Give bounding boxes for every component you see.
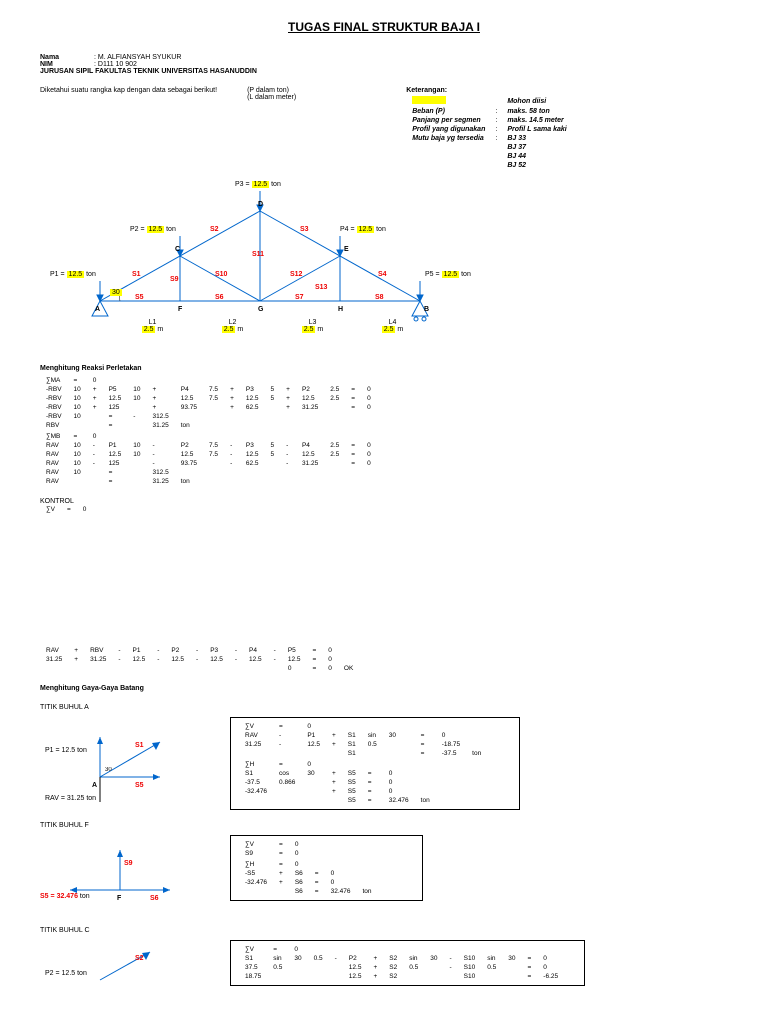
svg-text:S7: S7 bbox=[295, 294, 304, 301]
svg-text:S9: S9 bbox=[124, 860, 133, 867]
truss-diagram: A B C D E F G H S1 S2 S3 S4 S5 S6 S7 S8 … bbox=[40, 171, 480, 351]
svg-text:S10: S10 bbox=[215, 271, 228, 278]
svg-text:H: H bbox=[338, 306, 343, 313]
section-reaksi: Menghitung Reaksi Perletakan ∑MA=0-RBV10… bbox=[40, 365, 728, 486]
svg-text:A: A bbox=[92, 782, 97, 789]
svg-text:S5: S5 bbox=[135, 294, 144, 301]
svg-text:S2: S2 bbox=[210, 226, 219, 233]
unit-l: (L dalam meter) bbox=[247, 94, 296, 101]
ket-title: Keterangan: bbox=[406, 87, 572, 94]
section-gaya: Menghitung Gaya-Gaya Batang bbox=[40, 685, 728, 692]
kontrol-section: KONTROL ∑V=0 bbox=[40, 498, 728, 514]
student-info: Nama : M. ALFIANSYAH SYUKUR NIM : D111 10 … bbox=[40, 54, 728, 75]
sec1-title: Menghitung Reaksi Perletakan bbox=[40, 365, 728, 372]
svg-text:D: D bbox=[258, 201, 263, 208]
buhul-c-diagram: S2 P2 = 12.5 ton bbox=[40, 940, 200, 990]
reaksi-table: ∑MA=0-RBV10+P510+P47.5+P35+P22.5=0-RBV10… bbox=[40, 376, 413, 486]
svg-text:S12: S12 bbox=[290, 271, 303, 278]
buhul-f-title: TITIK BUHUL F bbox=[40, 822, 728, 829]
top-section: Diketahui suatu rangka kap dengan data s… bbox=[40, 87, 728, 171]
buhul-c-title: TITIK BUHUL C bbox=[40, 927, 728, 934]
svg-text:E: E bbox=[344, 246, 349, 253]
nama-label: Nama bbox=[40, 54, 90, 61]
svg-text:S8: S8 bbox=[375, 294, 384, 301]
svg-text:A: A bbox=[95, 306, 100, 313]
keterangan-box: Keterangan: Mohon diisiBeban (P):maks. 5… bbox=[406, 87, 572, 171]
svg-text:S2: S2 bbox=[135, 955, 144, 962]
nim-label: NIM bbox=[40, 61, 90, 68]
svg-text:S9: S9 bbox=[170, 276, 179, 283]
unit-p: (P dalam ton) bbox=[247, 87, 296, 94]
kontrol2-table: RAV+RBV-P1-P2-P3-P4-P5=031.25+31.25-12.5… bbox=[40, 646, 359, 673]
svg-text:S4: S4 bbox=[378, 271, 387, 278]
buhul-a-diagram: S1 S5 A P1 = 12.5 ton RAV = 31.25 ton 30 bbox=[40, 717, 200, 807]
kontrol-table: ∑V=0 bbox=[40, 505, 92, 514]
svg-text:F: F bbox=[117, 895, 122, 902]
buhul-f-section: TITIK BUHUL F S9 S6 F S5 = 32.476 ton ∑V… bbox=[40, 822, 728, 915]
svg-text:S1: S1 bbox=[135, 742, 144, 749]
buhul-f-diagram: S9 S6 F S5 = 32.476 ton bbox=[40, 835, 200, 915]
svg-text:F: F bbox=[178, 306, 183, 313]
desc-text: Diketahui suatu rangka kap dengan data s… bbox=[40, 87, 217, 94]
svg-text:S3: S3 bbox=[300, 226, 309, 233]
kontrol-title: KONTROL bbox=[40, 498, 728, 505]
svg-text:S5: S5 bbox=[135, 782, 144, 789]
page-title: TUGAS FINAL STRUKTUR BAJA I bbox=[40, 20, 728, 34]
buhul-a-section: TITIK BUHUL A S1 S5 A P1 = 12.5 ton RAV … bbox=[40, 704, 728, 810]
svg-text:S6: S6 bbox=[215, 294, 224, 301]
buhul-f-table: ∑V=0S9=0∑H=0-S5+S6=0-32.476+S6=0S6=32.47… bbox=[239, 840, 414, 896]
keterangan-table: Mohon diisiBeban (P):maks. 58 tonPanjang… bbox=[406, 94, 572, 171]
svg-text:S11: S11 bbox=[252, 251, 264, 258]
buhul-c-section: TITIK BUHUL C S2 P2 = 12.5 ton ∑V=0S1sin… bbox=[40, 927, 728, 990]
kontrol2-section: RAV+RBV-P1-P2-P3-P4-P5=031.25+31.25-12.5… bbox=[40, 646, 728, 673]
department: JURUSAN SIPIL FAKULTAS TEKNIK UNIVERSITA… bbox=[40, 68, 728, 75]
svg-text:G: G bbox=[258, 306, 264, 313]
nim-value: : D111 10 902 bbox=[94, 61, 137, 68]
buhul-a-table: ∑V=0RAV-P1+S1sin30=031.25-12.5+S10.5=-18… bbox=[239, 722, 511, 805]
svg-text:B: B bbox=[424, 306, 429, 313]
nama-value: : M. ALFIANSYAH SYUKUR bbox=[94, 54, 181, 61]
svg-text:C: C bbox=[175, 246, 180, 253]
buhul-c-table: ∑V=0S1sin300.5-P2+S2sin30-S10sin30=037.5… bbox=[239, 945, 576, 981]
sec2-title: Menghitung Gaya-Gaya Batang bbox=[40, 685, 728, 692]
buhul-a-title: TITIK BUHUL A bbox=[40, 704, 728, 711]
svg-text:S6: S6 bbox=[150, 895, 159, 902]
svg-text:S1: S1 bbox=[132, 271, 141, 278]
svg-text:S13: S13 bbox=[315, 284, 328, 291]
